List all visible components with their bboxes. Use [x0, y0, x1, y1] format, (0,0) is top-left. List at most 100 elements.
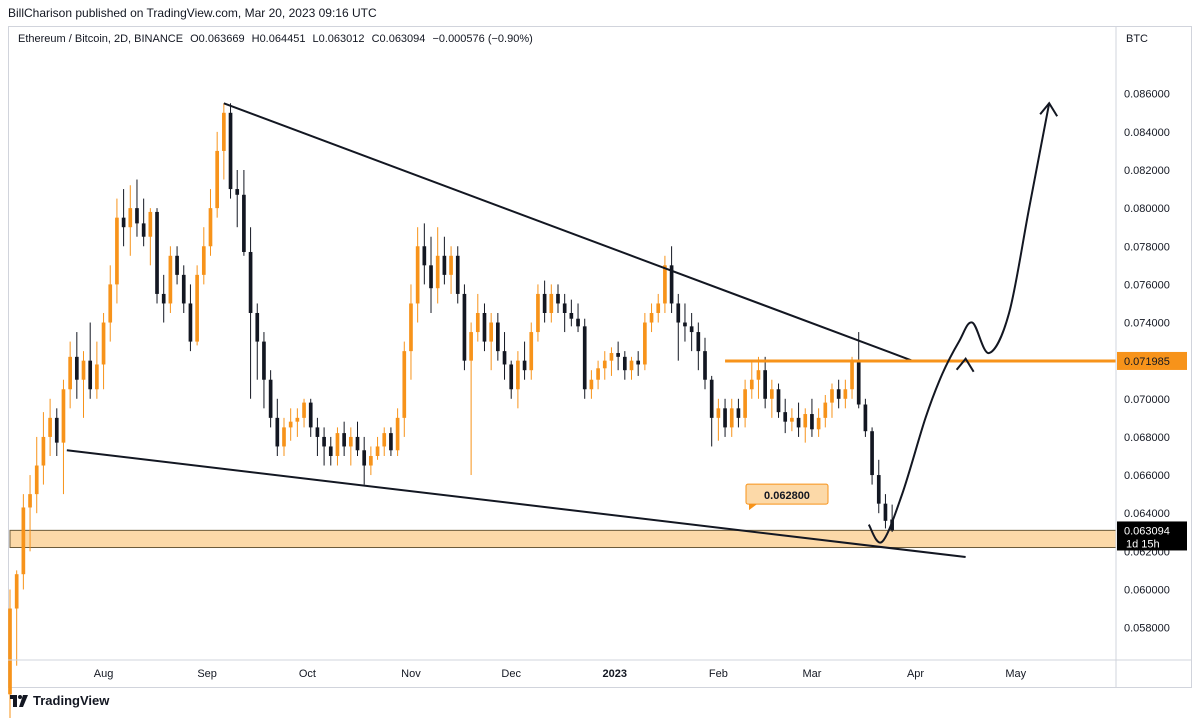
annotation-pointer [749, 504, 757, 511]
candle [95, 341, 99, 399]
price-tick-label: 0.074000 [1124, 318, 1170, 330]
candle [709, 375, 714, 447]
candle-body [756, 370, 761, 380]
candle-body [81, 360, 86, 380]
time-tick-label: Oct [299, 668, 316, 680]
candle [636, 351, 641, 376]
candle [776, 383, 781, 418]
candle-body [429, 265, 433, 289]
candle [155, 208, 159, 304]
candle-body [415, 246, 420, 304]
candle [856, 332, 861, 409]
time-tick-label: Feb [709, 668, 728, 680]
candle [736, 398, 741, 428]
candle [389, 427, 393, 456]
candle-body [542, 293, 547, 313]
candle-body [395, 417, 400, 451]
candle-body [663, 265, 667, 304]
candle [729, 398, 734, 437]
candle [342, 421, 346, 456]
candle [308, 398, 313, 437]
candle-body [328, 446, 333, 456]
candle [769, 379, 774, 418]
candle [222, 103, 226, 180]
candle [883, 494, 888, 529]
candle-body [369, 455, 373, 466]
candle [108, 265, 113, 342]
candle-body [295, 417, 300, 422]
candle-body [215, 150, 220, 209]
price-tick-label: 0.076000 [1124, 279, 1170, 291]
candle-body [723, 408, 727, 428]
candle [449, 246, 453, 294]
candle [362, 436, 367, 485]
candle [723, 398, 727, 437]
candle [589, 370, 594, 399]
candle [489, 312, 493, 371]
candle-body [616, 353, 620, 357]
time-tick-label: Dec [501, 668, 521, 680]
candle [201, 227, 206, 285]
candle-body [175, 255, 179, 275]
candle-body [28, 494, 32, 508]
candle-body [128, 208, 133, 228]
candle [843, 379, 848, 409]
candle [195, 265, 199, 346]
candle-body [529, 332, 534, 371]
candle [74, 332, 79, 399]
ohlc-high: H0.064451 [251, 33, 306, 45]
candle-body [636, 360, 641, 365]
candle-body [161, 293, 166, 304]
candle [536, 284, 540, 342]
candle [21, 494, 26, 590]
candle [188, 284, 193, 352]
candle-body [729, 408, 734, 428]
publication-header: BillCharison published on TradingView.co… [8, 6, 377, 20]
candle-body [549, 293, 554, 313]
candle [28, 475, 32, 552]
tradingview-brand: TradingView [33, 693, 110, 708]
candle-body [669, 265, 674, 304]
price-axis-currency: BTC [1126, 33, 1148, 45]
candle-body [562, 303, 567, 313]
candle [816, 408, 821, 437]
candle [115, 198, 119, 304]
candle [455, 246, 460, 304]
candle [181, 265, 186, 313]
candle-body [455, 255, 460, 294]
candle [369, 446, 373, 476]
current-level-tag [1117, 351, 1187, 370]
time-tick-label: Aug [94, 668, 114, 680]
candle [68, 341, 72, 409]
candle-body [409, 303, 413, 352]
candle-body [803, 414, 808, 428]
projection-arrowhead [1039, 101, 1059, 117]
candle [549, 284, 554, 323]
candle [803, 408, 808, 443]
candle-body [469, 332, 473, 361]
candle-body [823, 402, 828, 418]
candle-body [155, 211, 159, 294]
bar-countdown-label: 1d 15h [1126, 538, 1160, 550]
candle-body [275, 417, 280, 447]
candle [509, 360, 514, 399]
tradingview-footer[interactable]: TradingView [10, 693, 109, 708]
candle [161, 274, 166, 323]
candle-body [676, 303, 681, 323]
candle [141, 198, 146, 247]
candle [602, 351, 607, 380]
candle-body [322, 436, 326, 447]
candle [402, 341, 407, 437]
candle-body [8, 608, 12, 695]
candle-body [121, 217, 126, 228]
candle-body [242, 194, 246, 252]
candle [836, 379, 841, 409]
candle-body [168, 255, 173, 304]
candle [643, 312, 647, 371]
candle-body [141, 223, 146, 237]
time-tick-label: Sep [197, 668, 217, 680]
candle-body [101, 322, 106, 365]
candle [783, 398, 788, 434]
candle [522, 341, 527, 380]
